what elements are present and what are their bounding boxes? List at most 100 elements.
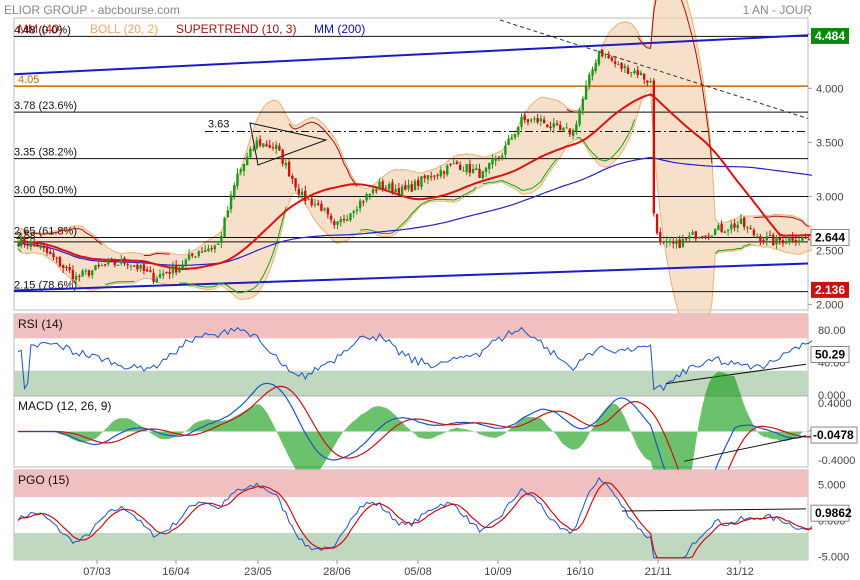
panel-y-tick: 0.000 xyxy=(818,390,846,402)
candle-body xyxy=(672,241,675,244)
candle-body xyxy=(94,265,97,271)
fib-label: 2.65 (61.8%) xyxy=(14,226,77,238)
pgo-badge-box xyxy=(810,504,850,522)
candle-body xyxy=(333,221,336,226)
candle-body xyxy=(665,241,668,243)
candle-body xyxy=(226,210,229,218)
candle-body xyxy=(81,270,84,277)
candle-body xyxy=(568,128,572,135)
x-tick-label: 21/11 xyxy=(645,566,672,578)
candle-body xyxy=(126,264,129,266)
candle-body xyxy=(39,245,42,249)
supertrend-segment xyxy=(753,215,810,228)
supertrend-segment xyxy=(482,158,558,191)
candle-body xyxy=(110,259,113,261)
overbought-zone xyxy=(14,470,808,497)
candle-body xyxy=(694,231,698,239)
candle-body xyxy=(258,139,262,146)
chart-period: 1 AN - JOUR xyxy=(742,3,812,17)
candle-body xyxy=(743,217,746,227)
candle-body xyxy=(165,272,168,274)
panel-y-tick: -0.4000 xyxy=(818,455,855,467)
candle-body xyxy=(539,118,543,122)
supertrend-segment xyxy=(34,228,103,245)
candle-body xyxy=(775,237,778,245)
price-last-frame xyxy=(810,229,850,247)
candle-body xyxy=(452,163,455,165)
candle-body xyxy=(113,260,117,266)
candle-body xyxy=(458,164,462,170)
candle-body xyxy=(55,257,58,259)
x-tick-label: 10/09 xyxy=(484,566,512,578)
candle-body xyxy=(726,229,730,231)
candle-body xyxy=(617,64,620,66)
candle-body xyxy=(468,164,472,174)
candle-body xyxy=(26,244,29,246)
macd-badge-box xyxy=(810,426,858,444)
overbought-zone xyxy=(14,314,808,339)
candle-body xyxy=(562,127,565,131)
candle-body xyxy=(752,229,756,236)
candle-body xyxy=(107,261,110,265)
candle-body xyxy=(355,209,359,211)
candle-body xyxy=(701,236,704,238)
candle-body xyxy=(358,200,362,209)
candle-body xyxy=(462,170,465,172)
candle-body xyxy=(446,165,449,175)
fib-label: 3.78 (23.6%) xyxy=(14,100,77,112)
candle-body xyxy=(517,127,520,135)
candle-body xyxy=(723,231,727,233)
candle-body xyxy=(346,219,349,222)
candle-body xyxy=(191,253,194,256)
candle-body xyxy=(442,171,446,174)
x-tick-label: 28/06 xyxy=(323,566,351,578)
supertrend-segment xyxy=(288,121,358,187)
candle-body xyxy=(155,278,158,283)
candle-body xyxy=(626,67,630,74)
candle-body xyxy=(291,175,294,180)
candle-body xyxy=(49,251,52,255)
candle-body xyxy=(765,236,769,241)
candle-body xyxy=(659,231,662,243)
candle-body xyxy=(297,188,301,195)
candle-body xyxy=(584,85,588,100)
rsi-last-value: 50.29 xyxy=(815,348,845,362)
candle-body xyxy=(739,218,743,224)
candle-body xyxy=(42,246,46,249)
macd-trendline xyxy=(683,435,807,462)
candle-body xyxy=(720,224,723,232)
oversold-zone xyxy=(14,533,808,560)
candle-body xyxy=(491,159,494,165)
x-tick-label: 05/08 xyxy=(404,566,432,578)
panel-title: PGO (15) xyxy=(18,473,69,487)
supertrend-segment xyxy=(714,243,751,254)
x-tick-label: 16/10 xyxy=(566,566,594,578)
candle-body xyxy=(52,253,55,258)
candle-body xyxy=(597,50,601,65)
candle-body xyxy=(252,148,255,151)
supertrend-segment xyxy=(24,230,28,233)
candle-body xyxy=(678,239,681,248)
candle-body xyxy=(559,124,562,131)
mm40-line xyxy=(17,93,813,270)
candle-body xyxy=(410,184,413,192)
legend-item: MM (40) xyxy=(18,22,63,36)
rsi-badge-box xyxy=(810,346,850,363)
candle-body xyxy=(436,174,439,176)
candle-body xyxy=(349,213,352,221)
candle-body xyxy=(604,54,607,56)
candle-body xyxy=(613,61,617,64)
candle-body xyxy=(688,235,691,239)
candle-body xyxy=(194,256,197,258)
candle-body xyxy=(74,275,78,280)
candle-body xyxy=(494,157,497,161)
candle-body xyxy=(523,115,526,121)
candle-body xyxy=(61,265,65,268)
candle-body xyxy=(223,217,226,237)
candle-body xyxy=(804,237,807,239)
candle-body xyxy=(265,144,268,147)
candle-body xyxy=(630,72,633,74)
